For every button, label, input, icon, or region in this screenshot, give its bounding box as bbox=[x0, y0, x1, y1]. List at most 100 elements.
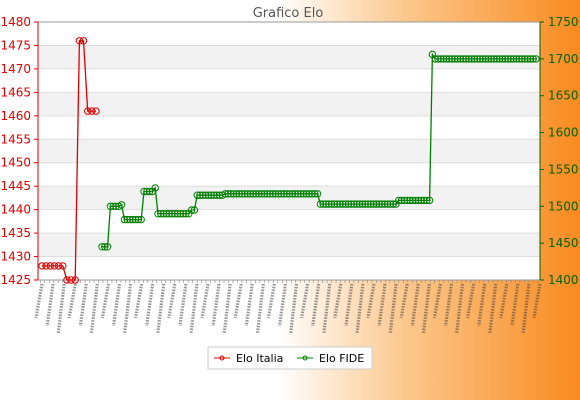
right-axis-tick-label: 1750 bbox=[548, 15, 579, 29]
left-y-axis: 1425 1430 1435 1440 1445 1450 1455 1460 1465 1470… bbox=[0, 15, 39, 287]
x-axis-tick-label bbox=[388, 283, 398, 335]
data-point-elo-fide bbox=[162, 210, 171, 218]
data-point-elo-fide bbox=[367, 200, 375, 208]
right-axis-tick-label: 1500 bbox=[548, 199, 579, 213]
data-point-elo-fide bbox=[173, 210, 182, 218]
data-point-elo-fide bbox=[120, 215, 129, 224]
x-axis-tick-label bbox=[233, 283, 243, 319]
data-point-elo-fide bbox=[425, 196, 434, 205]
data-point-elo-fide bbox=[196, 191, 204, 199]
data-point-elo-fide bbox=[213, 191, 221, 199]
x-axis-tick-label bbox=[189, 283, 199, 335]
x-axis-tick-label bbox=[156, 283, 166, 335]
data-point-elo-fide bbox=[291, 190, 299, 198]
data-point-elo-fide bbox=[241, 190, 249, 198]
x-axis bbox=[34, 280, 542, 335]
data-point-elo-fide bbox=[484, 55, 493, 63]
data-point-elo-fide bbox=[106, 202, 115, 211]
left-axis-tick-label: 1435 bbox=[0, 226, 31, 240]
data-point-elo-fide bbox=[123, 215, 131, 224]
data-point-elo-fide bbox=[140, 187, 148, 196]
data-point-elo-fide bbox=[98, 243, 106, 251]
left-axis-tick-label: 1450 bbox=[0, 156, 31, 170]
data-point-elo-fide bbox=[151, 184, 159, 192]
grid-band bbox=[38, 139, 540, 163]
data-point-elo-fide bbox=[375, 200, 383, 208]
data-point-elo-fide bbox=[117, 201, 126, 209]
data-point-elo-fide bbox=[269, 190, 277, 198]
legend-box bbox=[207, 346, 373, 370]
data-point-elo-fide bbox=[179, 210, 187, 218]
data-point-elo-fide bbox=[325, 200, 333, 208]
grid-band bbox=[38, 45, 540, 69]
left-axis-tick-label: 1445 bbox=[0, 179, 31, 193]
grid-band bbox=[38, 233, 540, 257]
data-point-elo-fide bbox=[423, 196, 431, 205]
data-point-elo-fide bbox=[238, 190, 246, 198]
data-point-elo-fide bbox=[456, 55, 465, 63]
series-elo-fide bbox=[98, 50, 540, 251]
data-point-elo-fide bbox=[395, 196, 403, 205]
data-point-elo-fide bbox=[361, 200, 369, 208]
left-axis-tick-label: 1455 bbox=[0, 132, 31, 146]
data-point-elo-fide bbox=[249, 190, 257, 198]
data-point-elo-fide bbox=[378, 200, 386, 208]
data-point-elo-fide bbox=[101, 243, 109, 251]
data-point-elo-fide bbox=[493, 55, 501, 63]
data-point-elo-fide bbox=[364, 200, 372, 208]
x-axis-tick-label bbox=[432, 283, 442, 319]
data-point-elo-fide bbox=[126, 215, 134, 224]
data-point-elo-fide bbox=[143, 187, 151, 196]
right-axis-tick-label: 1450 bbox=[548, 236, 579, 250]
left-axis-tick-label: 1480 bbox=[0, 15, 31, 29]
data-point-elo-fide bbox=[257, 190, 266, 198]
data-point-elo-fide bbox=[316, 200, 325, 208]
data-point-elo-fide bbox=[532, 55, 540, 63]
data-point-elo-fide bbox=[207, 191, 215, 199]
data-point-elo-fide bbox=[504, 55, 512, 63]
data-point-elo-fide bbox=[232, 190, 241, 198]
data-point-elo-fide bbox=[512, 55, 521, 63]
x-axis-tick-label bbox=[488, 283, 498, 335]
data-point-elo-italia bbox=[46, 262, 54, 270]
right-y-axis: 1400 1450 1500 1550 1600 1650 1700 1750 bbox=[539, 15, 579, 287]
data-point-elo-fide bbox=[288, 190, 297, 198]
x-axis-tick-label bbox=[466, 283, 476, 319]
data-point-elo-fide bbox=[409, 196, 417, 205]
data-point-elo-fide bbox=[215, 191, 224, 199]
x-axis-tick-label bbox=[333, 283, 343, 319]
data-point-elo-fide bbox=[131, 215, 140, 224]
data-point-elo-fide bbox=[168, 210, 176, 218]
data-point-elo-fide bbox=[274, 190, 283, 198]
x-axis-tick-label bbox=[122, 283, 133, 335]
data-point-elo-fide bbox=[381, 200, 389, 208]
x-axis-tick-label bbox=[344, 283, 354, 327]
x-axis-tick-label bbox=[200, 283, 210, 319]
data-point-elo-fide bbox=[372, 200, 381, 208]
data-point-elo-fide bbox=[134, 215, 143, 224]
x-axis-tick-label bbox=[100, 283, 110, 319]
data-point-elo-italia bbox=[79, 37, 88, 45]
x-axis-tick-label bbox=[89, 283, 99, 335]
data-point-elo-fide bbox=[266, 190, 274, 198]
series-layer bbox=[38, 37, 540, 284]
data-point-elo-italia bbox=[88, 107, 96, 115]
data-point-elo-fide bbox=[523, 55, 532, 63]
x-axis-tick-label bbox=[244, 283, 254, 327]
x-axis-tick-label bbox=[134, 283, 144, 319]
data-point-elo-italia bbox=[92, 107, 100, 115]
x-axis-tick-label bbox=[399, 283, 409, 319]
data-point-elo-fide bbox=[420, 196, 428, 205]
data-point-elo-fide bbox=[417, 196, 425, 205]
data-point-elo-fide bbox=[308, 190, 316, 198]
data-point-elo-fide bbox=[252, 190, 260, 198]
data-point-elo-fide bbox=[297, 190, 305, 198]
data-point-elo-fide bbox=[473, 55, 481, 63]
legend-item-elo-italia: Elo Italia bbox=[214, 352, 283, 365]
data-point-elo-fide bbox=[347, 200, 355, 208]
x-axis-tick-label bbox=[288, 283, 299, 335]
data-point-elo-fide bbox=[157, 210, 165, 218]
grid-band bbox=[38, 92, 540, 116]
x-axis-tick-label bbox=[410, 283, 420, 327]
